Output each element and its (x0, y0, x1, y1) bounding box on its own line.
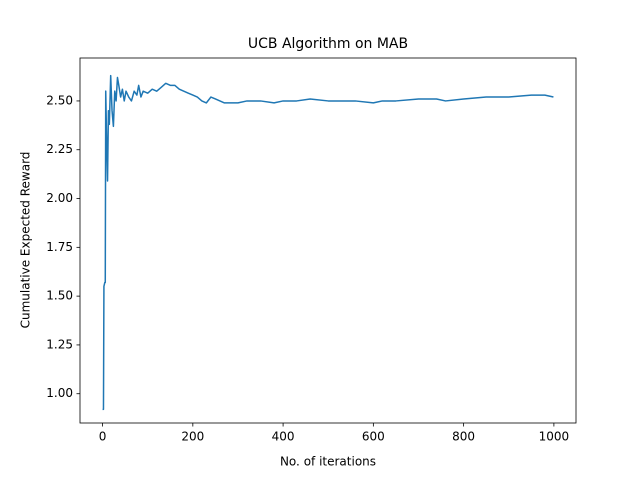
x-axis-label: No. of iterations (280, 455, 376, 469)
x-tick-label: 200 (181, 430, 204, 444)
x-tick-label: 600 (362, 430, 385, 444)
chart-title: UCB Algorithm on MAB (248, 36, 408, 52)
y-tick-label: 1.75 (46, 240, 73, 254)
y-axis-label: Cumulative Expected Reward (19, 152, 33, 329)
plot-frame (79, 57, 577, 424)
y-tick-label: 2.50 (46, 93, 73, 107)
y-tick-label: 1.50 (46, 289, 73, 303)
y-tick-label: 1.00 (46, 386, 73, 400)
x-tick-label: 800 (452, 430, 475, 444)
x-tick-label: 1000 (539, 430, 570, 444)
y-tick-label: 1.25 (46, 337, 73, 351)
x-tick-label: 0 (99, 430, 107, 444)
y-tick-label: 2.00 (46, 191, 73, 205)
x-tick-label: 400 (272, 430, 295, 444)
data-line (102, 74, 554, 411)
y-tick-label: 2.25 (46, 142, 73, 156)
